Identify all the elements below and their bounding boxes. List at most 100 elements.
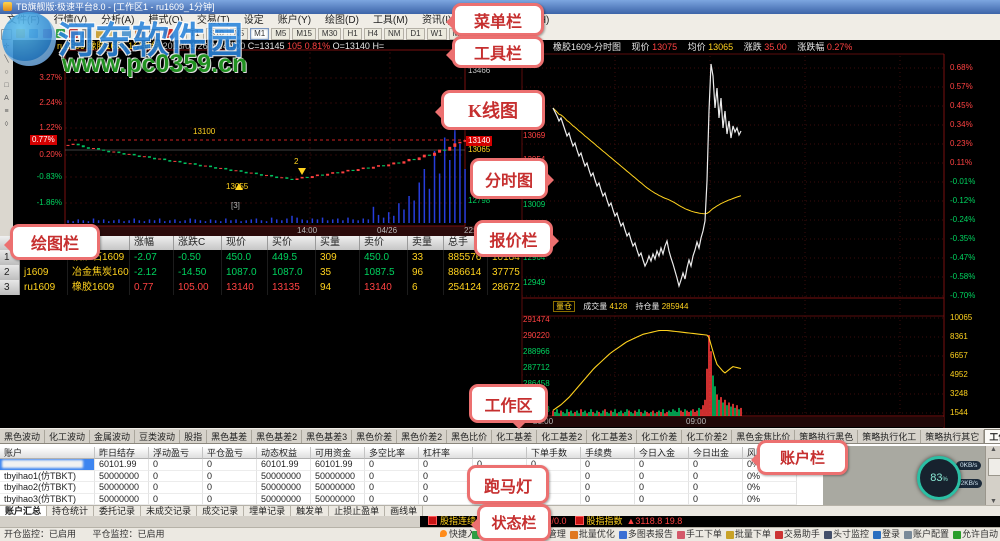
tick-chart[interactable]: 橡胶1609-分时图 现价 13075 均价 13065 涨跌 35.00 涨跌… bbox=[520, 40, 1000, 428]
trendline-tool-icon[interactable]: ╲ bbox=[4, 56, 9, 63]
workspace-tab[interactable]: 化工基差3 bbox=[587, 430, 638, 444]
workspace-tab[interactable]: 黑色波动 bbox=[0, 430, 46, 444]
kline-chart[interactable]: ru1609 橡胶1609 1分钟线 2016/04/26 09:47:00 C… bbox=[13, 40, 487, 236]
period-button-s10[interactable]: S10 bbox=[205, 28, 228, 40]
period-button-m30[interactable]: M30 bbox=[317, 28, 342, 40]
menu-item[interactable]: 交易(T) bbox=[196, 15, 230, 26]
speed-gauge[interactable]: 83% bbox=[917, 456, 961, 500]
status-tool-允许自动[interactable]: 允许自动 bbox=[952, 528, 998, 541]
bottom-tab[interactable]: 持仓统计 bbox=[47, 506, 95, 517]
menu-item[interactable]: 模式(O) bbox=[148, 15, 183, 26]
workspace-tab[interactable]: 化工基差2 bbox=[537, 430, 588, 444]
scroll-up-icon[interactable]: ▲ bbox=[990, 446, 997, 453]
rect-tool-icon[interactable]: □ bbox=[4, 82, 9, 89]
period-button-w1[interactable]: W1 bbox=[426, 28, 447, 40]
bottom-tab[interactable]: 画线单 bbox=[385, 506, 424, 517]
period-button-h1[interactable]: H1 bbox=[343, 28, 362, 40]
workspace-tab[interactable]: 策略执行其它 bbox=[921, 430, 985, 444]
account-name-cell[interactable]: tbyihao2(仿TBKT) bbox=[0, 482, 95, 494]
menu-item[interactable]: 账户(Y) bbox=[277, 15, 312, 26]
period-button-m1[interactable]: M1 bbox=[250, 28, 270, 40]
bottom-tab[interactable]: 止损止盈单 bbox=[329, 506, 386, 517]
status-tool-多图表报告[interactable]: 多图表报告 bbox=[618, 528, 673, 541]
period-button-h4[interactable]: H4 bbox=[363, 28, 382, 40]
workspace-tab[interactable]: 黑色比价 bbox=[447, 430, 493, 444]
status-tool-批量优化[interactable]: 批量优化 bbox=[569, 528, 615, 541]
circle-tool-icon[interactable]: ○ bbox=[4, 69, 9, 76]
bottom-tab[interactable]: 未成交记录 bbox=[141, 506, 198, 517]
workspace-tab[interactable]: 金属波动 bbox=[90, 430, 136, 444]
workspace-tab[interactable]: 策略执行黑色 bbox=[795, 430, 859, 444]
bottom-tab[interactable]: 成交记录 bbox=[197, 506, 245, 517]
status-tool-批量下单[interactable]: 批量下单 bbox=[725, 528, 771, 541]
eraser-tool-icon[interactable]: ◊ bbox=[4, 121, 9, 128]
status-tool-账户配置[interactable]: 账户配置 bbox=[903, 528, 949, 541]
kline-type-icon[interactable] bbox=[69, 29, 79, 38]
new-workspace-icon[interactable] bbox=[1, 29, 12, 40]
workspace-tab[interactable]: 黑色金焦比价 bbox=[732, 430, 796, 444]
signal-icon[interactable] bbox=[163, 29, 173, 38]
zoom-in-icon[interactable] bbox=[95, 29, 105, 38]
menu-item[interactable]: 行情(V) bbox=[53, 15, 88, 26]
account-name-cell[interactable] bbox=[0, 459, 95, 471]
fibonacci-tool-icon[interactable]: ≡ bbox=[4, 108, 9, 115]
menu-item[interactable]: 分析(A) bbox=[101, 15, 135, 26]
bottom-tab[interactable]: 触发单 bbox=[291, 506, 330, 517]
status-tool-交易助手[interactable]: 交易助手 bbox=[774, 528, 820, 541]
menu-item[interactable]: 资讯(I) bbox=[421, 15, 452, 26]
menu-item[interactable]: 工具(M) bbox=[372, 15, 408, 26]
save-icon[interactable] bbox=[29, 29, 39, 38]
workspace-tab[interactable]: 黑色基差3 bbox=[302, 430, 353, 444]
quote-row-i1609[interactable]: 1i1609铁矿石1609-2.07-0.50450.0449.5309450.… bbox=[0, 250, 520, 265]
workspace-tab[interactable]: 化工基差 bbox=[492, 430, 538, 444]
account-name-cell[interactable]: tbyihao1(仿TBKT) bbox=[0, 470, 95, 482]
bottom-tab[interactable]: 委托记录 bbox=[94, 506, 142, 517]
status-tool-头寸监控[interactable]: 头寸监控 bbox=[823, 528, 869, 541]
menu-item[interactable]: 绘图(D) bbox=[325, 15, 359, 26]
workspace-tab[interactable]: 黑色基差 bbox=[207, 430, 253, 444]
drawing-toolbar[interactable]: ✛ ╲ ○ □ A ≡ ◊ bbox=[0, 40, 14, 236]
period-button-t1[interactable]: T1 bbox=[186, 28, 204, 40]
workspace-tab[interactable]: 策略执行化工 bbox=[858, 430, 922, 444]
scroll-down-icon[interactable]: ▼ bbox=[990, 498, 997, 505]
workspace-tab[interactable]: 黑色价差2 bbox=[397, 430, 448, 444]
workspace-tab[interactable]: 化工价差 bbox=[637, 430, 683, 444]
text-tool-icon[interactable]: A bbox=[4, 95, 9, 102]
print-icon[interactable] bbox=[42, 29, 52, 38]
indicator-icon[interactable] bbox=[122, 29, 132, 38]
scrollbar-thumb[interactable] bbox=[988, 458, 1000, 476]
status-tool-登录[interactable]: 登录 bbox=[872, 528, 900, 541]
status-tool-手工下单[interactable]: 手工下单 bbox=[676, 528, 722, 541]
quote-row-ru1609[interactable]: 3 ru1609 橡胶1609 0.77 105.00 13140 13135 94 13140… bbox=[0, 280, 520, 295]
account-row-1[interactable]: tbyihao1(仿TBKT) 50000000 0 0 50000000 5000000… bbox=[0, 470, 1000, 482]
bottom-tab[interactable]: 账户汇总 bbox=[0, 506, 48, 517]
account-row-0[interactable]: 60101.99 0 0 60101.99 60101.99 0 0 0 0 0 0 0 0% bbox=[0, 459, 1000, 471]
period-button-d1[interactable]: D1 bbox=[406, 28, 425, 40]
account-name-cell[interactable]: tbyihao3(仿TBKT) bbox=[0, 493, 95, 505]
menu-item[interactable]: 设定 bbox=[243, 15, 264, 26]
workspace-tab[interactable]: 豆类波动 bbox=[135, 430, 181, 444]
account-row-3[interactable]: tbyihao3(仿TBKT) 50000000 0 0 50000000 5000000… bbox=[0, 493, 1000, 505]
workspace-tab[interactable]: 化工波动 bbox=[45, 430, 91, 444]
account-scrollbar[interactable]: ▲ ▼ bbox=[985, 446, 1000, 505]
period-button-n5[interactable]: N5 bbox=[229, 28, 249, 40]
cross-cursor-icon[interactable] bbox=[82, 29, 92, 38]
workspace-tab[interactable]: 股指 bbox=[180, 430, 208, 444]
open-icon[interactable] bbox=[16, 29, 26, 38]
workspace-tab[interactable]: 黑色基差2 bbox=[252, 430, 303, 444]
workspace-tab[interactable]: 黑色价差 bbox=[352, 430, 398, 444]
menu-item[interactable]: 文件(F) bbox=[7, 15, 40, 26]
order-panel-icon[interactable] bbox=[135, 29, 145, 38]
monitor-icon[interactable] bbox=[148, 29, 160, 40]
zoom-out-icon[interactable] bbox=[108, 29, 118, 38]
refresh-data-icon[interactable] bbox=[55, 29, 65, 38]
period-button-m15[interactable]: M15 bbox=[292, 28, 316, 40]
quick-entry-button[interactable]: 快捷入口 bbox=[440, 528, 485, 541]
bottom-tab[interactable]: 埋单记录 bbox=[244, 506, 292, 517]
quote-row-j1609[interactable]: 2 j1609 冶金焦炭1609 -2.12 -14.50 1087.0 1087.0 35 1… bbox=[0, 265, 520, 280]
period-button-nm[interactable]: NM bbox=[383, 28, 405, 40]
workspace-tab[interactable]: 工作区1 bbox=[984, 429, 1000, 444]
workspace-tab[interactable]: 化工价差2 bbox=[682, 430, 733, 444]
period-button-m5[interactable]: M5 bbox=[271, 28, 291, 40]
cursor-tool-icon[interactable]: ✛ bbox=[3, 43, 10, 50]
